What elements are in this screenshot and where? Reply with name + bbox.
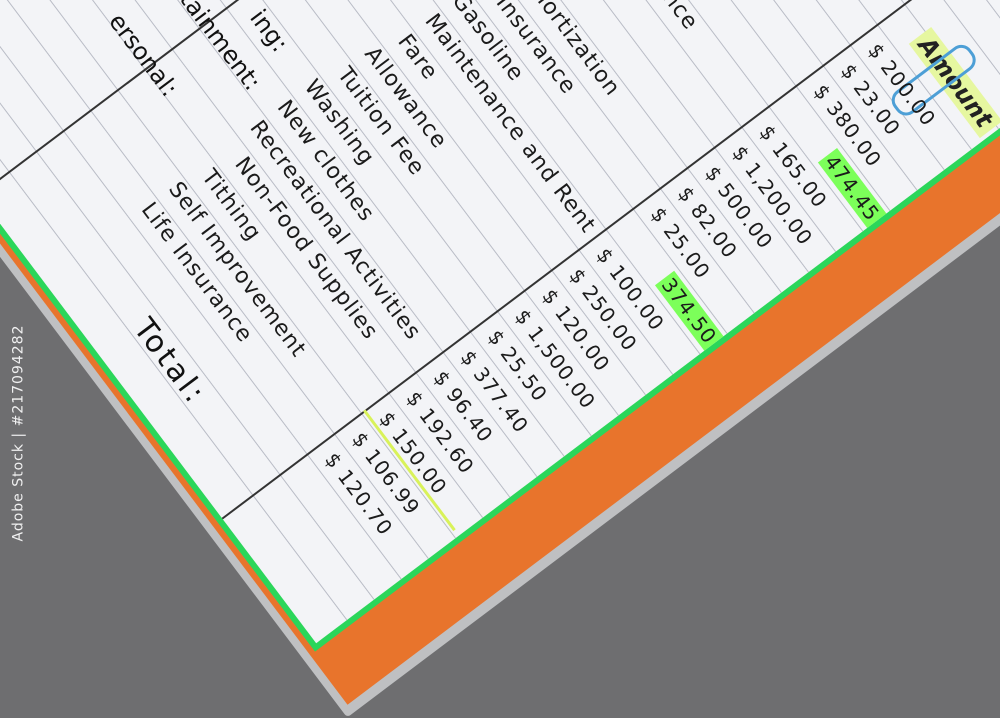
watermark: Adobe Stock | #217094282 (10, 324, 27, 542)
watermark-id: #217094282 (10, 324, 27, 427)
watermark-brand: Adobe Stock (10, 443, 27, 542)
